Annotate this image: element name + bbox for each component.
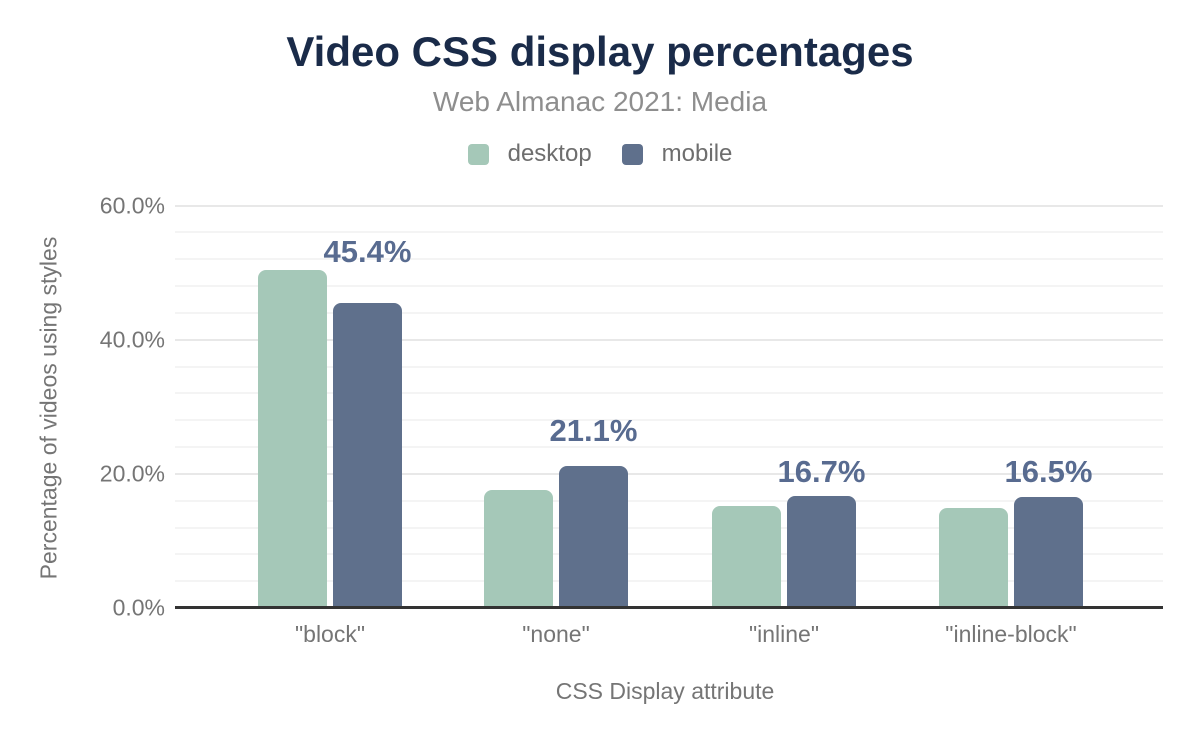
x-tick-label: "block" — [294, 621, 366, 647]
y-tick-label: 0.0% — [112, 594, 165, 621]
legend-item-desktop[interactable]: desktop — [467, 140, 592, 168]
major-gridline — [175, 204, 1163, 207]
major-gridline — [175, 338, 1163, 341]
data-label-none: 21.1% — [549, 413, 638, 449]
minor-gridline — [175, 392, 1163, 395]
bar-mobile-none[interactable] — [559, 466, 628, 608]
mobile-swatch-icon — [621, 143, 643, 165]
minor-gridline — [175, 499, 1163, 502]
legend: desktop mobile — [0, 140, 1200, 168]
minor-gridline — [175, 258, 1163, 261]
bar-mobile-inline[interactable] — [787, 495, 856, 608]
minor-gridline — [175, 446, 1163, 448]
bar-desktop-none[interactable] — [484, 489, 553, 608]
x-tick-label: "inline" — [748, 621, 820, 647]
chart-subtitle: Web Almanac 2021: Media — [432, 86, 768, 117]
x-axis-title: CSS Display attribute — [555, 678, 775, 704]
data-label-inline-block: 16.5% — [1004, 454, 1093, 490]
minor-gridline — [175, 580, 1163, 583]
y-tick-label: 40.0% — [99, 326, 165, 353]
y-tick-label: 20.0% — [99, 460, 165, 487]
minor-gridline — [175, 311, 1163, 314]
bar-desktop-inline[interactable] — [712, 506, 781, 608]
minor-gridline — [175, 285, 1163, 287]
y-tick-label: 60.0% — [99, 192, 165, 218]
data-label-block: 45.4% — [323, 234, 412, 270]
bar-desktop-block[interactable] — [258, 269, 327, 608]
minor-gridline — [175, 419, 1163, 422]
x-axis-line — [175, 606, 1163, 609]
x-tick-label: "none" — [522, 621, 590, 647]
bar-mobile-inline-block[interactable] — [1014, 497, 1083, 608]
major-gridline — [175, 472, 1163, 475]
x-tick-label: "inline-block" — [945, 621, 1077, 647]
y-axis-title: Percentage of videos using styles — [35, 236, 62, 580]
legend-label-mobile: mobile — [661, 140, 733, 167]
bar-desktop-inline-block[interactable] — [939, 508, 1008, 608]
minor-gridline — [175, 365, 1163, 368]
legend-label-desktop: desktop — [507, 140, 592, 167]
legend-item-mobile[interactable]: mobile — [621, 140, 733, 168]
data-label-inline: 16.7% — [777, 453, 866, 489]
chart-title: Video CSS display percentages — [286, 28, 914, 75]
desktop-swatch-icon — [467, 143, 489, 165]
minor-gridline — [175, 526, 1163, 529]
bar-mobile-block[interactable] — [333, 303, 402, 608]
minor-gridline — [175, 553, 1163, 556]
minor-gridline — [175, 231, 1163, 234]
